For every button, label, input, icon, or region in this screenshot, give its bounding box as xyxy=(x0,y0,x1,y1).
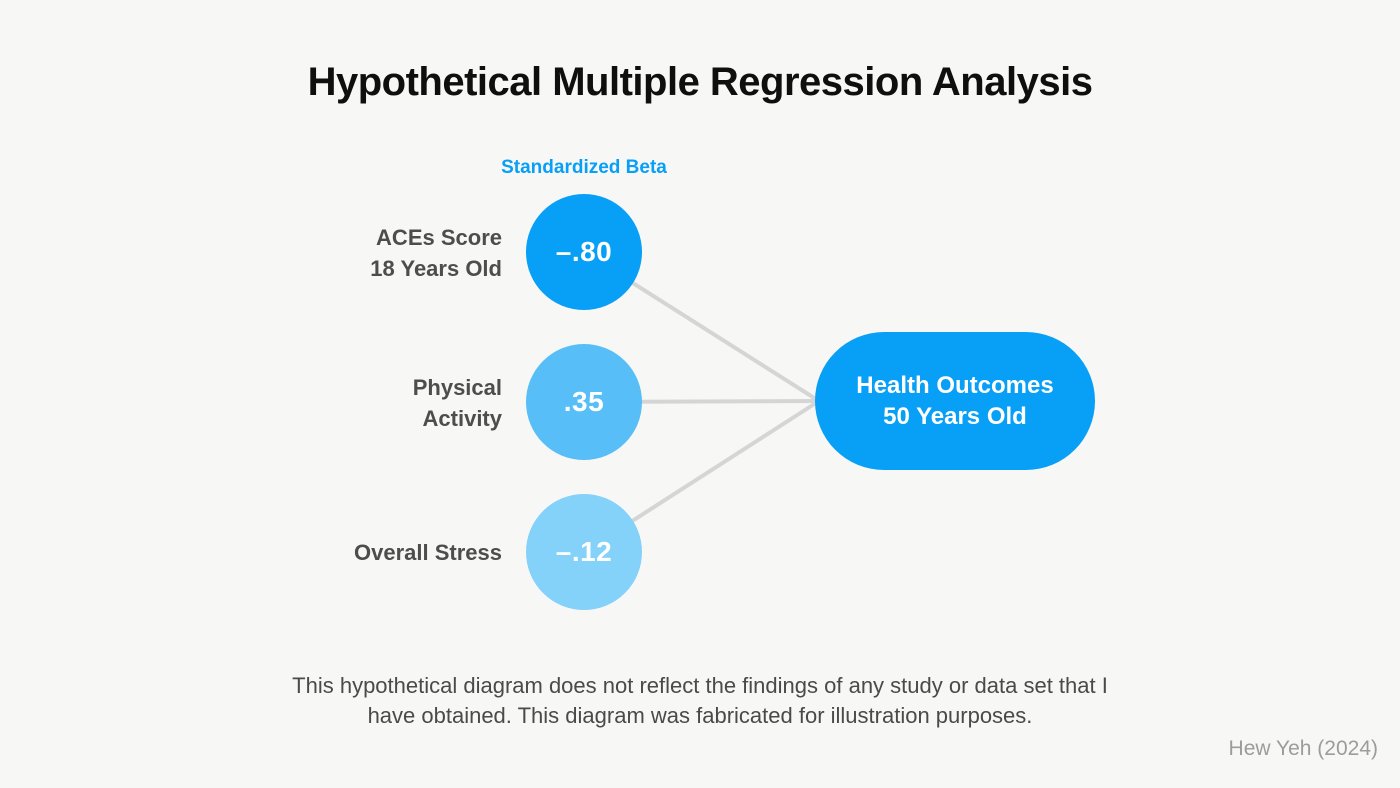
predictor-label-line: Physical xyxy=(412,375,502,400)
predictor-label-aces: ACEs Score 18 Years Old xyxy=(370,222,502,284)
beta-value-physical-activity: .35 xyxy=(563,386,605,417)
predictor-label-physical-activity: Physical Activity xyxy=(413,372,502,434)
predictor-label-line: Overall Stress xyxy=(354,540,502,565)
disclaimer-line: This hypothetical diagram does not refle… xyxy=(292,673,1108,698)
predictor-circle-physical-activity: .35 xyxy=(526,344,642,460)
disclaimer-line: have obtained. This diagram was fabricat… xyxy=(367,703,1033,728)
outcome-label-line: 50 Years Old xyxy=(883,403,1027,430)
predictor-circle-overall-stress: –.12 xyxy=(526,494,642,610)
outcome-pill-health-outcomes: Health Outcomes 50 Years Old xyxy=(815,332,1095,470)
predictor-label-line: ACEs Score xyxy=(376,225,502,250)
predictor-label-overall-stress: Overall Stress xyxy=(354,537,502,568)
attribution-text: Hew Yeh (2024) xyxy=(1228,737,1378,760)
predictor-label-line: 18 Years Old xyxy=(370,256,502,281)
outcome-label-line: Health Outcomes xyxy=(856,372,1054,399)
predictor-label-line: Activity xyxy=(422,406,502,431)
predictor-circle-aces: –.80 xyxy=(526,194,642,310)
page-title: Hypothetical Multiple Regression Analysi… xyxy=(307,60,1093,104)
beta-value-overall-stress: –.12 xyxy=(555,536,613,567)
beta-value-aces: –.80 xyxy=(555,236,613,267)
disclaimer-text: This hypothetical diagram does not refle… xyxy=(0,671,1400,731)
column-header-standardized-beta: Standardized Beta xyxy=(501,157,667,178)
